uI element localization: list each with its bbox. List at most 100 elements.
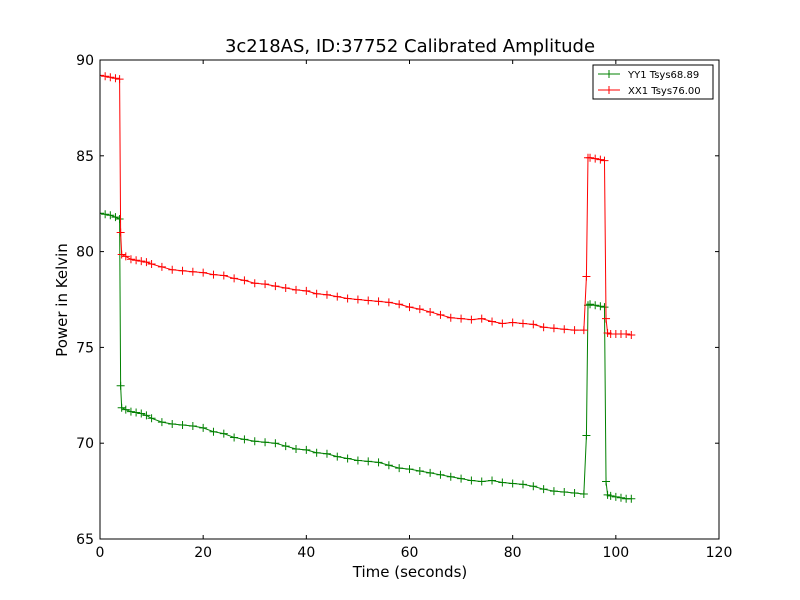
- data-point-marker: [121, 405, 130, 414]
- data-point-marker: [611, 492, 620, 501]
- data-point-marker: [271, 282, 280, 291]
- data-point-marker: [364, 296, 373, 305]
- legend-label-2: XX1 Tsys76.00: [628, 86, 701, 97]
- data-point-marker: [384, 461, 393, 470]
- data-point-marker: [415, 466, 424, 475]
- data-point-marker: [570, 326, 579, 335]
- data-point-marker: [488, 476, 497, 485]
- data-point-marker: [570, 489, 579, 498]
- data-point-marker: [477, 314, 486, 323]
- data-point-marker: [100, 71, 104, 80]
- data-point-marker: [582, 272, 591, 281]
- data-point-marker: [147, 260, 156, 269]
- data-point-marker: [518, 480, 527, 489]
- data-point-marker: [178, 421, 187, 429]
- series-markers-2: [100, 71, 636, 339]
- data-point-marker: [199, 423, 208, 432]
- data-point-marker: [457, 314, 466, 323]
- data-point-marker: [121, 252, 130, 261]
- data-point-marker: [436, 310, 445, 319]
- data-point-marker: [343, 294, 352, 303]
- y-tick-label: 65: [76, 532, 94, 548]
- data-point-marker: [586, 300, 595, 309]
- data-point-marker: [209, 427, 218, 436]
- data-point-marker: [622, 329, 631, 338]
- y-axis-label: Power in Kelvin: [53, 243, 71, 357]
- data-point-marker: [137, 257, 146, 266]
- data-point-marker: [457, 474, 466, 483]
- x-tick-label: 20: [194, 545, 212, 561]
- data-point-marker: [415, 305, 424, 314]
- data-point-marker: [384, 298, 393, 307]
- data-point-marker: [132, 408, 141, 417]
- x-tick-label: 0: [96, 545, 105, 561]
- data-point-marker: [312, 448, 321, 457]
- x-tick-label: 100: [602, 545, 629, 561]
- data-point-marker: [426, 307, 435, 316]
- data-point-marker: [199, 268, 208, 277]
- plot-area: 0 20 40 60 80 100 120 65 70 75 80 85 90: [76, 53, 732, 561]
- data-point-marker: [250, 437, 259, 446]
- data-point-marker: [488, 317, 497, 326]
- data-point-marker: [115, 215, 124, 224]
- data-point-marker: [271, 439, 280, 448]
- data-point-marker: [333, 292, 342, 301]
- data-point-marker: [188, 267, 197, 276]
- data-point-marker: [333, 452, 342, 461]
- data-point-marker: [240, 276, 249, 285]
- data-point-marker: [157, 418, 166, 427]
- data-point-marker: [627, 494, 636, 503]
- chart-title: 3c218AS, ID:37752 Calibrated Amplitude: [225, 36, 595, 57]
- data-point-marker: [374, 297, 383, 306]
- data-point-marker: [261, 438, 270, 447]
- data-point-marker: [188, 421, 197, 430]
- data-point-marker: [137, 409, 146, 418]
- data-point-marker: [616, 493, 625, 502]
- data-point-marker: [147, 414, 156, 423]
- legend-label-1: YY1 Tsys68.89: [627, 70, 699, 81]
- data-point-marker: [116, 381, 125, 390]
- series-group: [100, 71, 636, 503]
- data-point-marker: [529, 482, 538, 491]
- data-point-marker: [606, 491, 615, 500]
- data-point-marker: [364, 457, 373, 466]
- data-point-marker: [596, 302, 605, 311]
- data-point-marker: [436, 470, 445, 479]
- y-tick-label: 90: [76, 53, 94, 69]
- data-point-marker: [230, 274, 239, 283]
- data-point-marker: [302, 445, 311, 454]
- data-point-marker: [586, 153, 595, 162]
- data-point-marker: [117, 403, 126, 412]
- data-point-marker: [498, 478, 507, 487]
- data-point-marker: [322, 449, 331, 458]
- data-point-marker: [405, 465, 414, 474]
- data-point-marker: [467, 476, 476, 485]
- data-point-marker: [477, 477, 486, 486]
- data-point-marker: [395, 300, 404, 309]
- y-tick-label: 85: [76, 149, 94, 165]
- data-point-marker: [426, 468, 435, 477]
- data-point-marker: [116, 228, 125, 237]
- legend: YY1 Tsys68.89 XX1 Tsys76.00: [592, 64, 714, 100]
- data-point-marker: [374, 458, 383, 467]
- data-point-marker: [343, 454, 352, 463]
- data-point-marker: [579, 326, 588, 335]
- y-tick-label: 70: [76, 436, 94, 452]
- data-point-marker: [353, 456, 362, 465]
- data-point-marker: [219, 271, 228, 280]
- data-point-marker: [261, 280, 270, 289]
- data-point-marker: [579, 489, 588, 498]
- data-point-marker: [178, 266, 187, 275]
- data-point-marker: [600, 156, 609, 165]
- data-point-marker: [549, 487, 558, 496]
- data-point-marker: [250, 279, 259, 288]
- data-point-marker: [142, 258, 151, 267]
- data-point-marker: [549, 324, 558, 333]
- data-point-marker: [142, 411, 151, 420]
- y-tick-label: 75: [76, 340, 94, 356]
- data-point-marker: [395, 464, 404, 473]
- data-point-marker: [126, 407, 135, 416]
- x-axis-label: Time (seconds): [352, 563, 468, 581]
- data-point-marker: [508, 318, 517, 327]
